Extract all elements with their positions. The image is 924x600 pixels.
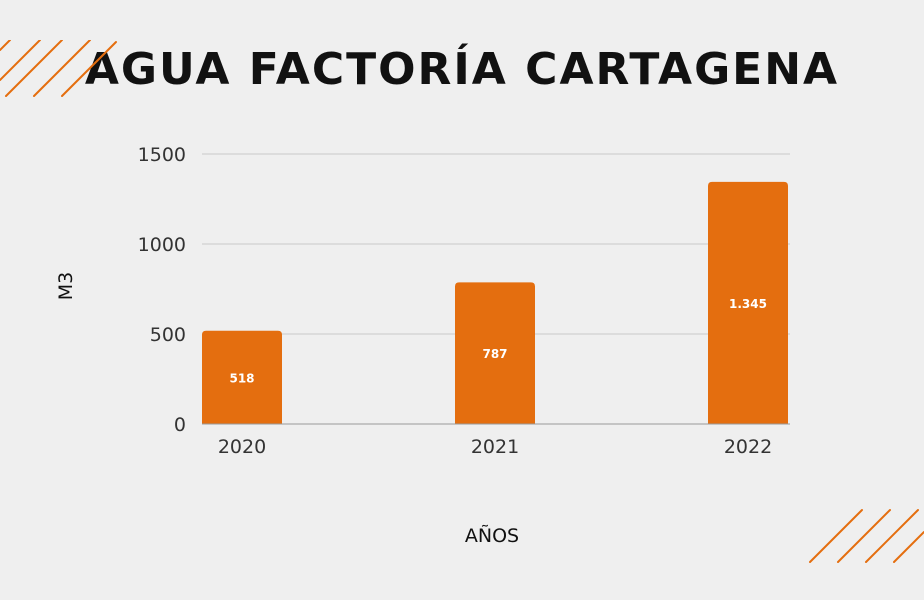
stripes-decoration-bottom-right xyxy=(809,509,924,563)
bar-data-label: 787 xyxy=(482,347,507,361)
bar-2020[interactable] xyxy=(202,330,282,424)
bar-2021[interactable] xyxy=(455,282,535,424)
bar-data-label: 518 xyxy=(229,371,254,385)
chart-title: AGUA FACTORÍA CARTAGENA xyxy=(84,44,840,95)
stripes-decoration-top-left xyxy=(0,40,117,97)
y-axis-title: M3 xyxy=(55,272,77,300)
y-tick-label: 0 xyxy=(174,414,186,436)
x-axis-title: AÑOS xyxy=(465,524,519,547)
y-tick-label: 500 xyxy=(150,324,186,346)
x-tick-label: 2021 xyxy=(471,436,519,458)
y-tick-label: 1500 xyxy=(138,144,186,166)
bar-2022[interactable] xyxy=(708,181,788,424)
bar-data-label: 1.345 xyxy=(729,297,767,311)
x-tick-label: 2020 xyxy=(218,436,266,458)
y-tick-label: 1000 xyxy=(138,234,186,256)
x-tick-label: 2022 xyxy=(724,436,772,458)
